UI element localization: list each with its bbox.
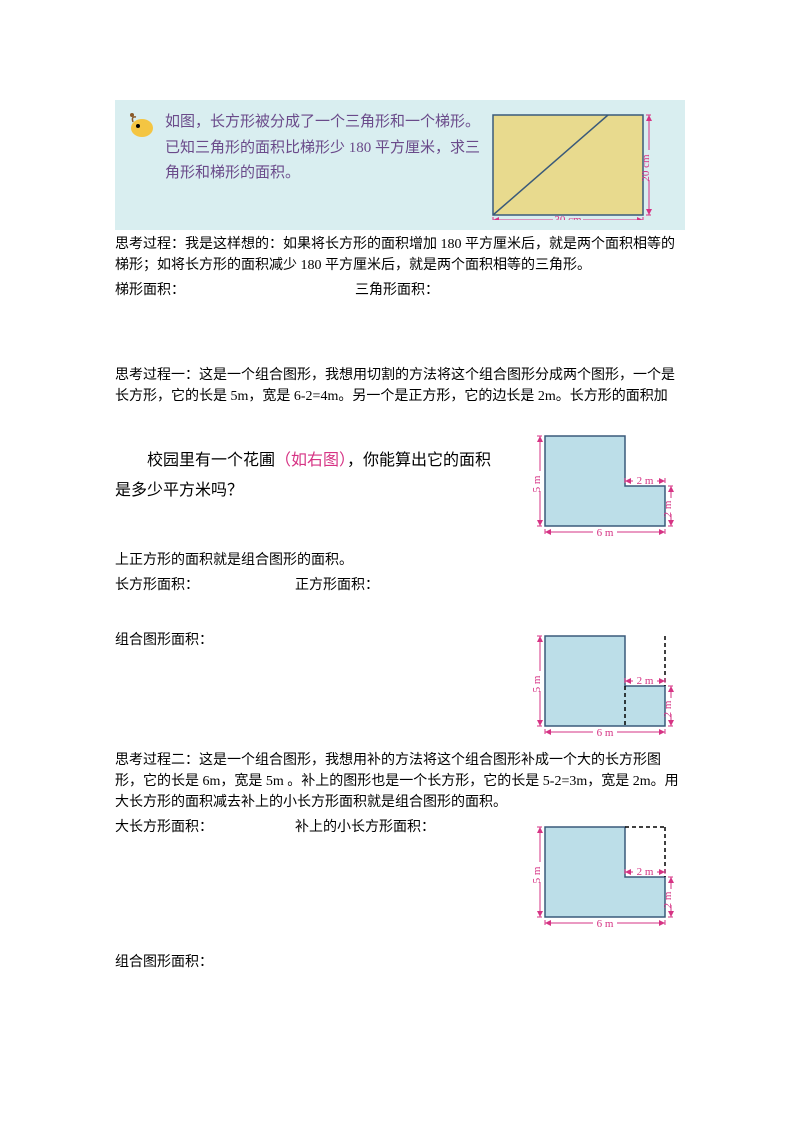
q-text-pink: （如右图）	[275, 452, 347, 469]
width-label: 30 cm	[554, 214, 582, 220]
svg-text:6 m: 6 m	[597, 727, 614, 739]
svg-text:2 m: 2 m	[662, 700, 674, 717]
problem2-composite-row: 组合图形面积： 5 m 6 m 2 m 2 m	[115, 626, 685, 746]
l-shape-diagram-2: 5 m 6 m 2 m 2 m	[515, 626, 685, 746]
problem1-answers: 梯形面积： 三角形面积：	[115, 280, 685, 301]
svg-text:2 m: 2 m	[637, 675, 654, 687]
svg-text:2 m: 2 m	[662, 500, 674, 517]
problem2-thought1: 思考过程一：这是一个组合图形，我想用切割的方法将这个组合图形分成两个图形，一个是…	[115, 365, 685, 407]
problem2-question-text: 校园里有一个花圃（如右图），你能算出它的面积是多少平方米吗？	[115, 426, 495, 507]
svg-text:5 m: 5 m	[531, 675, 543, 692]
problem1-box: 如图，长方形被分成了一个三角形和一个梯形。已知三角形的面积比梯形少 180 平方…	[115, 100, 685, 230]
mascot-icon	[127, 110, 157, 140]
height-label: 20 cm	[640, 154, 652, 182]
l-shape-diagram-1: 5 m 6 m 2 m 2 m	[515, 426, 685, 546]
composite-area-label-2: 组合图形面积：	[115, 952, 685, 973]
svg-text:2 m: 2 m	[637, 475, 654, 487]
small-rect-label: 补上的小长方形面积：	[295, 817, 435, 838]
triangle-area-label: 三角形面积：	[355, 280, 439, 301]
svg-text:2 m: 2 m	[662, 891, 674, 908]
q-text-1: 校园里有一个花圃	[147, 452, 275, 469]
problem2-after-fig1: 上正方形的面积就是组合图形的面积。	[115, 550, 685, 571]
big-rect-label: 大长方形面积：	[115, 817, 295, 838]
rect-area-label: 长方形面积：	[115, 575, 295, 596]
square-area-label: 正方形面积：	[295, 575, 379, 596]
problem2-question-row: 校园里有一个花圃（如右图），你能算出它的面积是多少平方米吗？ 5 m 6 m	[115, 426, 685, 546]
composite-area-label-1: 组合图形面积：	[115, 630, 495, 651]
rectangle-diagram: 30 cm 20 cm	[488, 110, 673, 220]
page: 如图，长方形被分成了一个三角形和一个梯形。已知三角形的面积比梯形少 180 平方…	[0, 0, 800, 1013]
problem1-text: 如图，长方形被分成了一个三角形和一个梯形。已知三角形的面积比梯形少 180 平方…	[165, 110, 480, 187]
trapezoid-area-label: 梯形面积：	[115, 280, 355, 301]
svg-text:2 m: 2 m	[637, 866, 654, 878]
svg-text:5 m: 5 m	[531, 475, 543, 492]
problem1-thought: 思考过程：我是这样想的：如果将长方形的面积增加 180 平方厘米后，就是两个面积…	[115, 234, 685, 276]
svg-text:6 m: 6 m	[597, 918, 614, 930]
problem2-answers2-row: 大长方形面积： 补上的小长方形面积： 5 m 6 m 2 m 2 m	[115, 817, 685, 937]
problem2-answers1: 长方形面积： 正方形面积：	[115, 575, 685, 596]
problem2-answers2: 大长方形面积： 补上的小长方形面积：	[115, 817, 495, 838]
svg-text:5 m: 5 m	[531, 866, 543, 883]
problem2-thought2: 思考过程二：这是一个组合图形，我想用补的方法将这个组合图形补成一个大的长方形图形…	[115, 750, 685, 813]
l-shape-diagram-3: 5 m 6 m 2 m 2 m	[515, 817, 685, 937]
svg-text:6 m: 6 m	[597, 527, 614, 539]
